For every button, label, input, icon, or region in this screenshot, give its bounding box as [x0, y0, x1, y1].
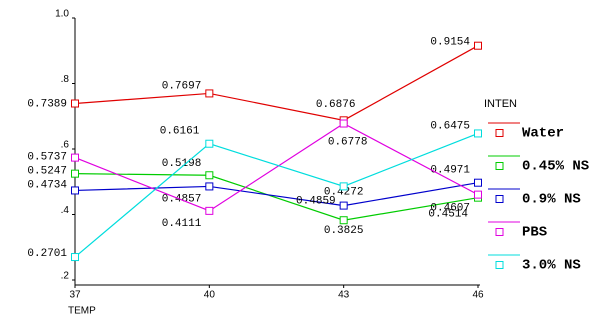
series-line	[74, 132, 479, 258]
point-marker	[474, 190, 482, 199]
legend-label: 0.45% NS	[522, 159, 589, 175]
data-label: 0.2701	[27, 248, 67, 260]
series-line	[74, 122, 479, 212]
data-label: 0.7389	[27, 98, 67, 110]
legend-label: 3.0% NS	[522, 258, 581, 274]
data-label: 0.4514	[428, 209, 468, 221]
x-tick-label: 40	[204, 290, 216, 301]
point-marker	[339, 119, 348, 128]
legend-marker	[495, 162, 504, 170]
point-marker	[339, 216, 348, 225]
legend-marker	[495, 261, 504, 269]
point-marker	[205, 139, 214, 148]
series-line	[74, 173, 479, 221]
data-label: 0.4859	[296, 195, 336, 207]
data-label: 0.3825	[324, 225, 364, 237]
data-label: 0.5737	[27, 152, 67, 164]
y-tick-label: .2	[61, 271, 70, 282]
x-axis-label: TEMP	[68, 306, 96, 317]
point-marker	[474, 129, 482, 138]
data-label: 0.5247	[27, 166, 67, 178]
data-label: 0.6876	[316, 99, 356, 111]
legend-marker	[495, 195, 504, 203]
data-label: 0.4607	[430, 203, 470, 215]
point-marker	[71, 169, 79, 178]
point-marker	[71, 153, 79, 162]
x-tick-label: 43	[338, 290, 350, 301]
y-tick-label: .6	[61, 140, 70, 151]
point-marker	[71, 253, 79, 262]
data-label: 0.6161	[160, 126, 200, 138]
point-marker	[474, 178, 482, 187]
legend-label: 0.9% NS	[522, 192, 581, 208]
data-label: 0.7697	[162, 80, 202, 92]
legend-marker	[495, 129, 504, 137]
data-label: 0.6778	[328, 136, 368, 148]
point-marker	[205, 89, 214, 98]
data-label: 0.5198	[162, 158, 202, 170]
legend-title: INTEN	[484, 98, 517, 110]
point-marker	[71, 99, 79, 108]
y-tick-label: .8	[61, 74, 70, 85]
series-line	[74, 45, 479, 121]
point-marker	[205, 171, 214, 180]
data-label: 0.4734	[27, 179, 67, 191]
legend-marker	[495, 228, 504, 236]
point-marker	[339, 201, 348, 210]
data-label: 0.4971	[430, 165, 470, 177]
data-label: 0.4272	[324, 186, 364, 198]
legend-label: PBS	[522, 225, 547, 241]
series-line	[74, 182, 479, 207]
y-tick-label: .4	[61, 205, 70, 216]
point-marker	[339, 182, 348, 191]
point-marker	[474, 41, 482, 50]
x-tick-label: 37	[69, 290, 81, 301]
data-label: 0.6475	[430, 120, 470, 132]
y-tick-label: 1.0	[55, 9, 69, 20]
legend-label: Water	[522, 126, 564, 142]
x-tick-label: 46	[472, 290, 484, 301]
point-marker	[205, 206, 214, 215]
point-marker	[205, 182, 214, 191]
point-marker	[71, 186, 79, 195]
data-label: 0.9154	[430, 37, 470, 49]
data-label: 0.4111	[162, 218, 202, 230]
